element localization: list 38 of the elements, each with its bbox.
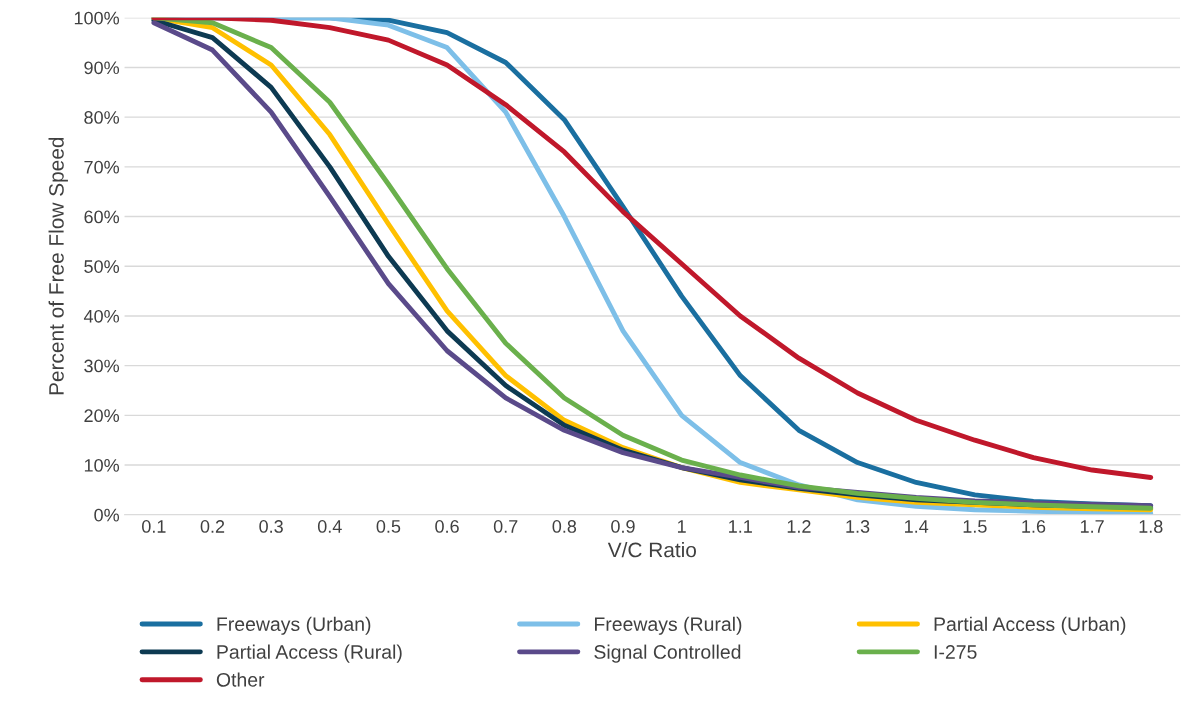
x-tick-label: 0.4 — [317, 520, 342, 533]
x-tick-label: 0.6 — [435, 520, 459, 533]
x-tick-label: 1.2 — [787, 520, 811, 533]
x-tick-label: 0.9 — [611, 520, 635, 533]
x-tick-label: 0.7 — [493, 520, 518, 533]
x-tick-label: 0.2 — [200, 520, 225, 533]
legend-label: Other — [216, 672, 265, 687]
x-tick-label: 1.3 — [846, 520, 870, 533]
x-tick-label: 1.6 — [1022, 520, 1046, 533]
x-tick-label: 0.5 — [376, 520, 401, 533]
y-axis-title: Percent of Free Flow Speed — [48, 137, 68, 395]
y-tick-label: 30% — [84, 359, 120, 373]
legend-label: Signal Controlled — [594, 644, 741, 663]
x-tick-label: 1.1 — [729, 520, 752, 533]
x-tick-label: 1.4 — [905, 520, 929, 533]
legend-label: Partial Access (Urban) — [934, 616, 1126, 635]
y-tick-label: 50% — [84, 260, 120, 273]
y-tick-label: 70% — [84, 160, 120, 174]
x-tick-label: 0.8 — [552, 520, 577, 533]
x-tick-label: 0.3 — [259, 520, 283, 533]
y-tick-label: 90% — [84, 61, 120, 75]
y-tick-label: 100% — [74, 11, 120, 25]
y-tick-label: 20% — [84, 409, 120, 423]
y-tick-label: 10% — [84, 458, 120, 472]
x-tick-label: 1 — [677, 520, 686, 533]
x-axis-title: V/C Ratio — [607, 542, 696, 558]
x-tick-label: 0.1 — [142, 520, 166, 533]
legend-label: I-275 — [934, 645, 977, 659]
legend-label: Freeways (Rural) — [595, 616, 742, 635]
y-tick-label: 60% — [84, 210, 120, 224]
y-tick-label: 40% — [83, 309, 120, 323]
x-tick-label: 1.7 — [1080, 520, 1104, 533]
x-tick-label: 1.5 — [963, 520, 987, 533]
y-tick-label: 0% — [94, 508, 120, 522]
y-tick-label: 80% — [84, 111, 120, 124]
legend-label: Partial Access (Rural) — [217, 644, 402, 663]
legend-label: Freeways (Urban) — [217, 616, 371, 635]
x-tick-label: 1.8 — [1139, 520, 1163, 533]
